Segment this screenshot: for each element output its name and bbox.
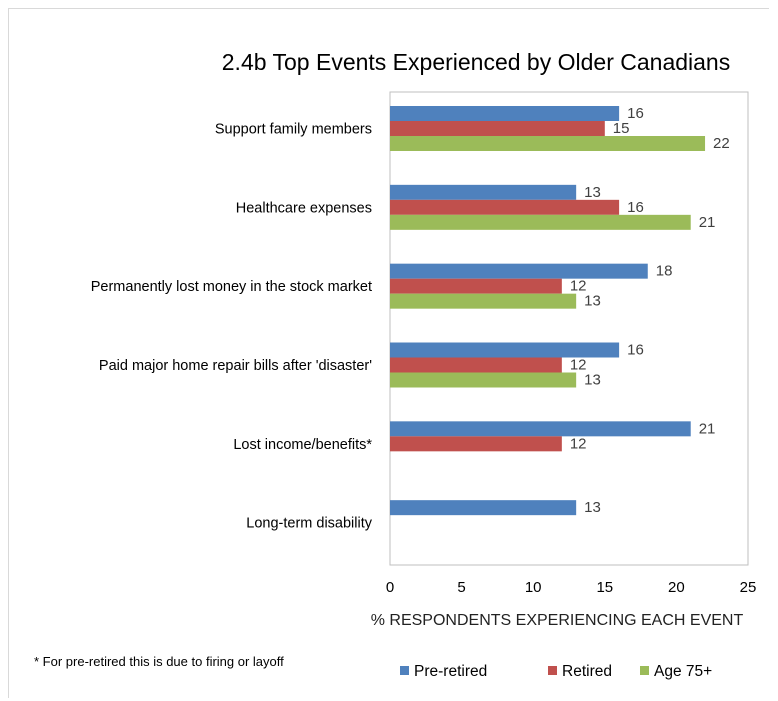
x-tick-label: 25: [740, 579, 757, 596]
footnote: * For pre-retired this is due to firing …: [34, 654, 284, 669]
data-label: 21: [699, 420, 716, 437]
bar: [390, 184, 577, 200]
legend-swatch: [400, 666, 409, 675]
data-label: 16: [627, 199, 644, 216]
legend-label: Age 75+: [654, 663, 712, 680]
data-label: 13: [584, 499, 601, 516]
category-label: Paid major home repair bills after 'disa…: [99, 358, 372, 374]
x-tick-label: 5: [457, 579, 465, 596]
data-label: 21: [699, 214, 716, 231]
bar: [390, 199, 620, 215]
x-tick-label: 20: [668, 579, 685, 596]
data-label: 13: [584, 184, 601, 201]
data-label: 12: [570, 278, 587, 295]
legend: Pre-retired Retired Age 75+: [400, 663, 712, 680]
data-label: 12: [570, 357, 587, 374]
legend-swatch: [548, 666, 557, 675]
category-label: Long-term disability: [246, 516, 372, 532]
category-label: Healthcare expenses: [236, 200, 372, 216]
bar: [390, 357, 562, 373]
bar: [390, 372, 577, 388]
chart-title: 2.4b Top Events Experienced by Older Can…: [222, 49, 730, 75]
category-labels: Support family members Healthcare expense…: [91, 122, 373, 532]
chart-frame: [8, 8, 769, 698]
data-label: 18: [656, 263, 673, 280]
x-axis-title: % RESPONDENTS EXPERIENCING EACH EVENT: [371, 612, 744, 629]
data-label: 12: [570, 435, 587, 452]
data-label: 13: [584, 372, 601, 389]
data-label: 16: [627, 105, 644, 122]
x-axis: 0 5 10 15 20 25: [386, 579, 757, 596]
data-label: 22: [713, 135, 730, 152]
bar: [390, 214, 691, 230]
legend-swatch: [640, 666, 649, 675]
bar: [390, 263, 648, 279]
category-label: Lost income/benefits*: [233, 437, 372, 453]
x-tick-label: 10: [525, 579, 542, 596]
bar: [390, 436, 562, 452]
bar: [390, 136, 706, 151]
bar: [390, 421, 691, 437]
bar: [390, 342, 620, 358]
bar: [390, 121, 605, 136]
bar: [390, 500, 577, 516]
legend-label: Pre-retired: [414, 663, 487, 680]
bar: [390, 278, 562, 294]
data-label: 16: [627, 342, 644, 359]
x-tick-label: 0: [386, 579, 394, 596]
x-tick-label: 15: [596, 579, 613, 596]
plot-border: [389, 91, 749, 566]
bar: [390, 106, 620, 121]
legend-label: Retired: [562, 663, 612, 680]
data-label: 15: [613, 120, 630, 137]
category-label: Support family members: [215, 122, 372, 138]
category-label: Permanently lost money in the stock mark…: [91, 279, 372, 295]
data-label: 13: [584, 293, 601, 310]
bar: [390, 293, 577, 309]
